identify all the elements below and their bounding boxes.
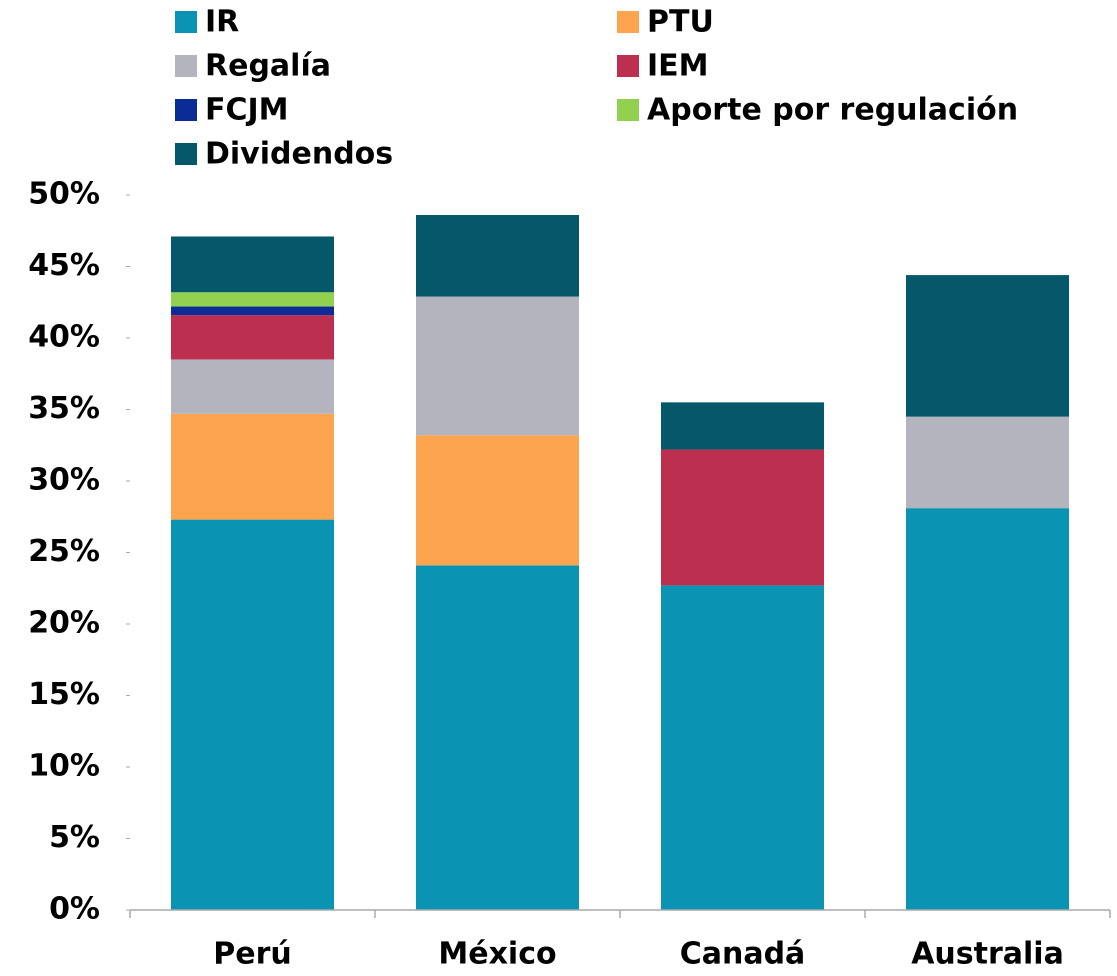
y-tick-label: 40% [28, 320, 100, 355]
bar-segment [906, 275, 1069, 417]
legend-label: Dividendos [205, 137, 393, 172]
bar-segment [906, 416, 1069, 509]
legend-label: Regalía [205, 49, 331, 84]
y-tick-label: 0% [49, 892, 100, 927]
legend-label: Aporte por regulación [647, 93, 1018, 128]
bar-segment [416, 565, 579, 910]
legend-swatch [175, 99, 197, 121]
legend-swatch [175, 143, 197, 165]
y-tick-label: 35% [28, 391, 100, 426]
bar-segment [171, 306, 334, 316]
y-tick-label: 25% [28, 534, 100, 569]
bar-segment [171, 315, 334, 360]
y-tick-label: 45% [28, 248, 100, 283]
x-tick-label: México [438, 937, 556, 972]
y-tick-label: 5% [49, 820, 100, 855]
legend-swatch [175, 11, 197, 33]
y-tick-label: 15% [28, 677, 100, 712]
x-tick-label: Canadá [680, 937, 806, 972]
x-tick-label: Perú [213, 937, 292, 972]
bar-segment [416, 296, 579, 436]
legend-swatch [617, 55, 639, 77]
bar-segment [661, 449, 824, 586]
bar-segment [416, 215, 579, 297]
bar-segment [416, 435, 579, 566]
bar-segment [906, 508, 1069, 910]
y-tick-label: 30% [28, 463, 100, 498]
bar-segment [171, 292, 334, 307]
legend-label: PTU [647, 5, 714, 40]
legend-label: FCJM [205, 93, 289, 128]
bar-segment [661, 585, 824, 910]
y-tick-label: 50% [28, 177, 100, 212]
y-tick-label: 20% [28, 606, 100, 641]
legend-label: IEM [647, 49, 709, 84]
y-tick-label: 10% [28, 749, 100, 784]
x-tick-label: Australia [911, 937, 1064, 972]
bar-segment [171, 413, 334, 520]
bar-segment [171, 236, 334, 293]
bar-segment [171, 359, 334, 414]
legend-swatch [617, 11, 639, 33]
legend-swatch [617, 99, 639, 121]
legend-label: IR [205, 5, 239, 40]
bar-segment [661, 402, 824, 450]
bar-segment [171, 519, 334, 910]
legend-swatch [175, 55, 197, 77]
